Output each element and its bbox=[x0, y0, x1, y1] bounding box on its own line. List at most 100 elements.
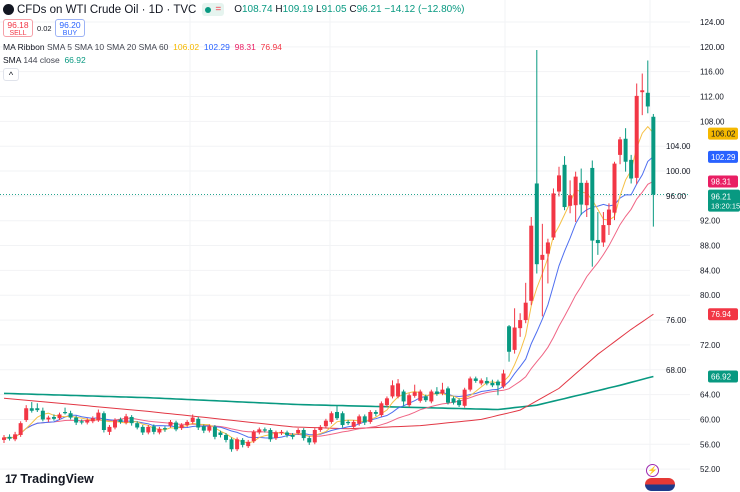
candle-body bbox=[196, 418, 201, 428]
candle-body bbox=[545, 242, 550, 254]
candle-body bbox=[323, 420, 328, 427]
candle-body bbox=[168, 421, 173, 426]
sma5-line bbox=[3, 125, 654, 444]
market-status-pill[interactable]: = bbox=[202, 3, 225, 16]
sma60-line bbox=[3, 313, 654, 430]
candle-body bbox=[57, 414, 62, 419]
candle-body bbox=[79, 421, 84, 423]
candle-body bbox=[429, 391, 434, 402]
y-tick-label: 92.00 bbox=[700, 217, 721, 226]
candle-body bbox=[645, 92, 650, 107]
candle-body bbox=[113, 420, 117, 428]
candle-body bbox=[507, 326, 512, 352]
candle-body bbox=[246, 441, 251, 447]
sell-button[interactable]: 96.18 SELL bbox=[3, 19, 33, 37]
ma-ribbon-legend[interactable]: MA Ribbon SMA 5 SMA 10 SMA 20 SMA 60 106… bbox=[3, 42, 282, 52]
candle-body bbox=[46, 417, 51, 420]
candle-body bbox=[512, 327, 517, 350]
candle-body bbox=[2, 437, 6, 440]
candle-body bbox=[29, 408, 34, 411]
tradingview-logo[interactable]: 17 TradingView bbox=[5, 472, 94, 486]
candle-body bbox=[290, 434, 295, 437]
candle-body bbox=[140, 426, 145, 433]
candle-body bbox=[296, 429, 301, 434]
candle-body bbox=[318, 426, 323, 430]
candle-body bbox=[623, 138, 628, 162]
y-tick-label: 68.00 bbox=[666, 366, 687, 375]
sma144-legend[interactable]: SMA 144 close 66.92 bbox=[3, 55, 86, 65]
candle-body bbox=[573, 176, 578, 206]
candle-body bbox=[468, 378, 473, 390]
candle-body bbox=[235, 439, 240, 450]
price-badge bbox=[708, 127, 738, 140]
candle-body bbox=[484, 380, 489, 384]
candle-body bbox=[162, 428, 167, 430]
candle-body bbox=[24, 408, 29, 421]
us-flag-events-icon[interactable] bbox=[645, 478, 675, 491]
candle-body bbox=[568, 195, 573, 206]
candle-body bbox=[368, 411, 373, 422]
candles bbox=[2, 49, 656, 452]
candle-body bbox=[157, 428, 162, 433]
y-tick-label: 108.00 bbox=[700, 117, 725, 126]
candle-body bbox=[190, 417, 195, 422]
candle-body bbox=[562, 164, 567, 208]
candle-body bbox=[273, 432, 278, 439]
candle-body bbox=[457, 400, 462, 406]
candle-body bbox=[135, 423, 140, 428]
candle-body bbox=[240, 439, 245, 445]
tv-mark-icon: 17 bbox=[5, 472, 17, 486]
candle-body bbox=[618, 139, 623, 155]
candle-body bbox=[18, 423, 23, 435]
last-price-label: 96.21 bbox=[711, 193, 732, 202]
candle-body bbox=[13, 434, 18, 440]
candle-body bbox=[501, 373, 506, 387]
candle-body bbox=[51, 416, 56, 419]
y-tick-label: 96.00 bbox=[666, 192, 687, 201]
sma20-line bbox=[3, 180, 654, 439]
y-tick-label: 80.00 bbox=[700, 291, 721, 300]
candle-body bbox=[340, 413, 345, 426]
candle-body bbox=[540, 254, 545, 260]
candle-body bbox=[262, 429, 267, 431]
candle-body bbox=[407, 395, 412, 406]
candle-body bbox=[63, 411, 68, 414]
candle-body bbox=[346, 421, 351, 424]
collapse-legend-button[interactable]: ^ bbox=[3, 68, 19, 81]
price-badge bbox=[708, 175, 738, 188]
price-badge bbox=[708, 370, 738, 383]
candle-body bbox=[551, 193, 556, 238]
candle-body bbox=[357, 416, 362, 424]
candle-body bbox=[212, 426, 217, 437]
symbol-title[interactable]: CFDs on WTI Crude Oil · 1D · TVC bbox=[17, 3, 197, 16]
lightning-event-icon[interactable]: ⚡ bbox=[646, 464, 659, 477]
candle-body bbox=[629, 159, 634, 179]
candle-body bbox=[451, 398, 456, 403]
candle-body bbox=[96, 412, 101, 421]
buy-button[interactable]: 96.20 BUY bbox=[55, 19, 85, 37]
candle-body bbox=[74, 417, 79, 423]
price-axis[interactable]: 124.00 120.00 116.00 112.00 108.00 104.00 100.… bbox=[666, 18, 740, 474]
candle-body bbox=[307, 438, 312, 443]
candle-body bbox=[218, 432, 223, 435]
candle-body bbox=[118, 419, 123, 422]
candle-body bbox=[479, 380, 484, 384]
candle-body bbox=[534, 183, 539, 265]
candle-body bbox=[473, 378, 478, 381]
candle-body bbox=[129, 416, 134, 424]
candle-body bbox=[268, 429, 273, 440]
candle-body bbox=[396, 383, 401, 397]
symbol-header: CFDs on WTI Crude Oil · 1D · TVC = O108.… bbox=[3, 3, 464, 16]
candle-body bbox=[390, 385, 395, 397]
candle-body bbox=[640, 90, 645, 93]
symbol-logo-icon bbox=[3, 4, 14, 15]
candle-body bbox=[179, 425, 184, 429]
candle-body bbox=[351, 421, 356, 427]
y-tick-label: 88.00 bbox=[700, 242, 721, 251]
price-badge bbox=[708, 308, 738, 321]
y-tick-label: 56.00 bbox=[700, 440, 721, 449]
y-tick-label: 120.00 bbox=[700, 43, 725, 52]
y-tick-label: 84.00 bbox=[700, 266, 721, 275]
price-badge-label: 98.31 bbox=[711, 178, 732, 187]
